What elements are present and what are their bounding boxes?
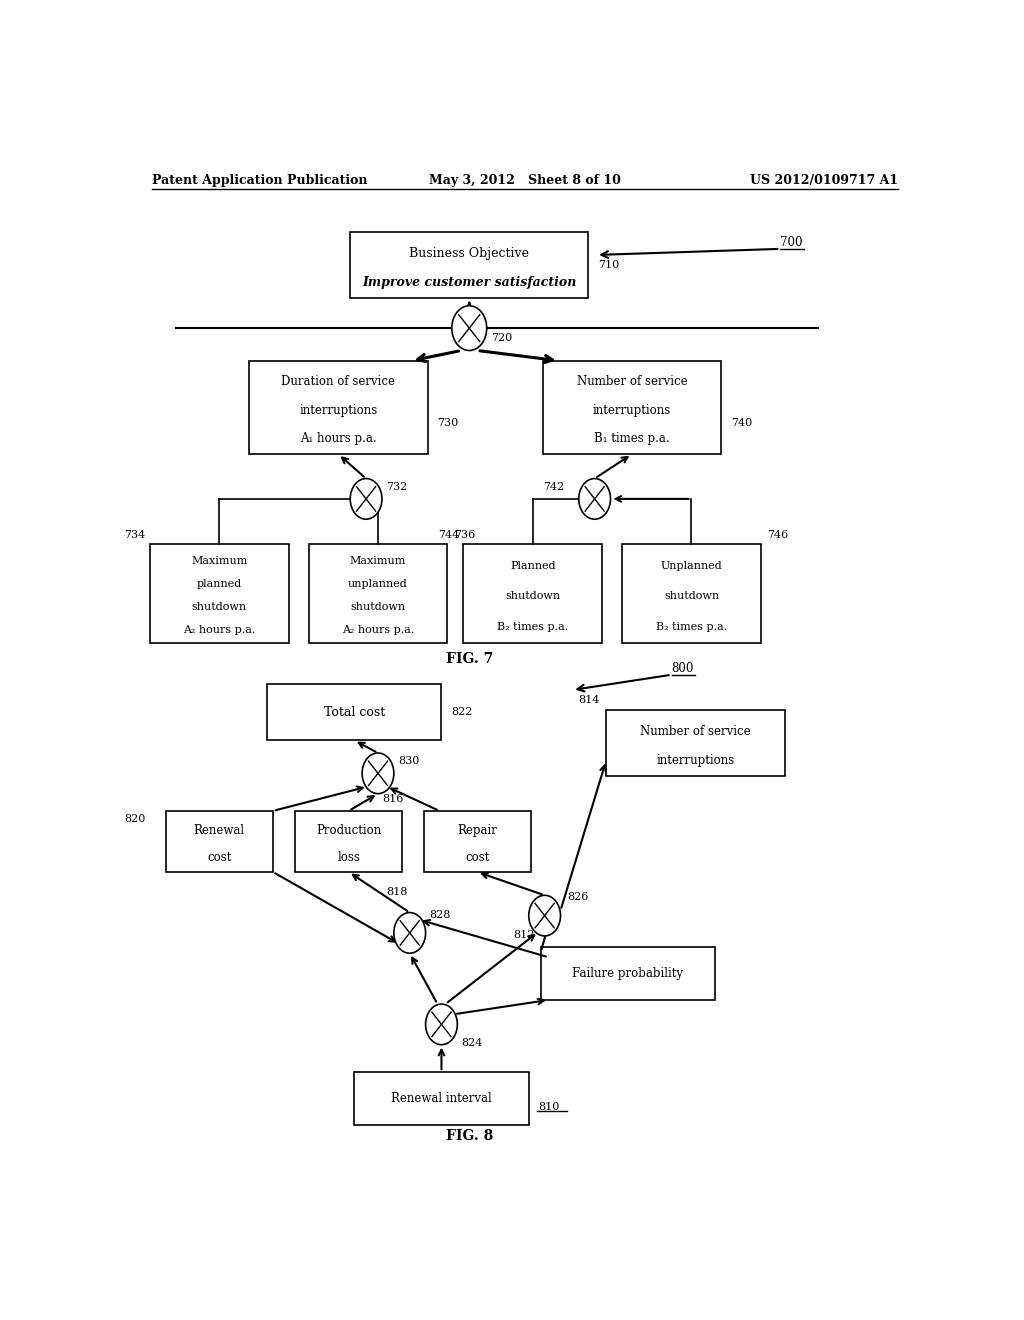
Text: Patent Application Publication: Patent Application Publication [152, 174, 368, 187]
FancyBboxPatch shape [267, 684, 441, 741]
Text: shutdown: shutdown [350, 602, 406, 612]
Text: shutdown: shutdown [191, 602, 247, 612]
Text: B₁ times p.a.: B₁ times p.a. [594, 432, 670, 445]
Circle shape [350, 479, 382, 519]
FancyBboxPatch shape [606, 710, 784, 776]
Text: cost: cost [465, 851, 489, 863]
Text: Maximum: Maximum [191, 556, 248, 566]
Text: interruptions: interruptions [299, 404, 378, 417]
Text: shutdown: shutdown [505, 591, 560, 602]
Text: May 3, 2012   Sheet 8 of 10: May 3, 2012 Sheet 8 of 10 [429, 174, 621, 187]
Text: Repair: Repair [458, 824, 497, 837]
Text: 746: 746 [767, 531, 788, 540]
Text: planned: planned [197, 579, 242, 589]
Text: Total cost: Total cost [324, 706, 385, 719]
Text: 800: 800 [672, 663, 694, 675]
Text: B₂ times p.a.: B₂ times p.a. [497, 622, 568, 632]
Text: 812: 812 [513, 929, 535, 940]
Text: B₂ times p.a.: B₂ times p.a. [655, 622, 727, 632]
Text: 826: 826 [567, 892, 588, 903]
Text: 810: 810 [539, 1102, 560, 1111]
FancyBboxPatch shape [424, 810, 530, 873]
Text: Maximum: Maximum [350, 556, 407, 566]
FancyBboxPatch shape [354, 1072, 528, 1125]
Text: interruptions: interruptions [593, 404, 671, 417]
Text: 740: 740 [731, 417, 752, 428]
FancyBboxPatch shape [463, 544, 602, 643]
Text: 814: 814 [579, 694, 600, 705]
Text: 734: 734 [125, 531, 145, 540]
Text: unplanned: unplanned [348, 579, 408, 589]
Text: Unplanned: Unplanned [660, 561, 722, 572]
Text: FIG. 8: FIG. 8 [445, 1129, 493, 1143]
Circle shape [426, 1005, 458, 1044]
Text: 828: 828 [430, 909, 451, 920]
Text: shutdown: shutdown [664, 591, 719, 602]
Text: A₂ hours p.a.: A₂ hours p.a. [342, 626, 414, 635]
FancyBboxPatch shape [150, 544, 289, 643]
Text: Production: Production [316, 824, 381, 837]
Text: 816: 816 [382, 793, 403, 804]
FancyBboxPatch shape [249, 360, 428, 454]
FancyBboxPatch shape [166, 810, 272, 873]
Text: Planned: Planned [510, 561, 556, 572]
Circle shape [394, 912, 426, 953]
Circle shape [362, 752, 394, 793]
Text: 720: 720 [490, 334, 512, 343]
Text: 822: 822 [451, 708, 472, 717]
Text: A₂ hours p.a.: A₂ hours p.a. [183, 626, 255, 635]
Text: Failure probability: Failure probability [572, 968, 683, 979]
FancyBboxPatch shape [622, 544, 761, 643]
Text: Improve customer satisfaction: Improve customer satisfaction [362, 276, 577, 289]
Text: 744: 744 [438, 531, 460, 540]
Text: 730: 730 [437, 417, 459, 428]
Text: US 2012/0109717 A1: US 2012/0109717 A1 [750, 174, 898, 187]
FancyBboxPatch shape [350, 232, 588, 298]
Text: 818: 818 [386, 887, 408, 898]
Text: A₁ hours p.a.: A₁ hours p.a. [300, 432, 377, 445]
Circle shape [528, 895, 560, 936]
FancyBboxPatch shape [295, 810, 402, 873]
Text: interruptions: interruptions [656, 754, 734, 767]
Text: 736: 736 [454, 531, 475, 540]
Text: 700: 700 [780, 236, 803, 249]
Text: Duration of service: Duration of service [282, 375, 395, 388]
Text: Number of service: Number of service [640, 725, 751, 738]
Text: 820: 820 [125, 814, 145, 824]
Text: 710: 710 [598, 260, 620, 271]
Text: Renewal interval: Renewal interval [391, 1092, 492, 1105]
Text: FIG. 7: FIG. 7 [445, 652, 493, 667]
FancyBboxPatch shape [541, 948, 715, 1001]
Text: 732: 732 [386, 482, 408, 491]
Text: Renewal: Renewal [194, 824, 245, 837]
Text: 824: 824 [462, 1038, 482, 1048]
Text: Business Objective: Business Objective [410, 247, 529, 260]
Circle shape [452, 306, 486, 351]
Text: loss: loss [337, 851, 360, 863]
FancyBboxPatch shape [543, 360, 721, 454]
Circle shape [579, 479, 610, 519]
Text: 830: 830 [397, 756, 419, 766]
FancyBboxPatch shape [308, 544, 447, 643]
Text: Number of service: Number of service [577, 375, 687, 388]
Text: cost: cost [207, 851, 231, 863]
Text: 742: 742 [543, 482, 564, 491]
